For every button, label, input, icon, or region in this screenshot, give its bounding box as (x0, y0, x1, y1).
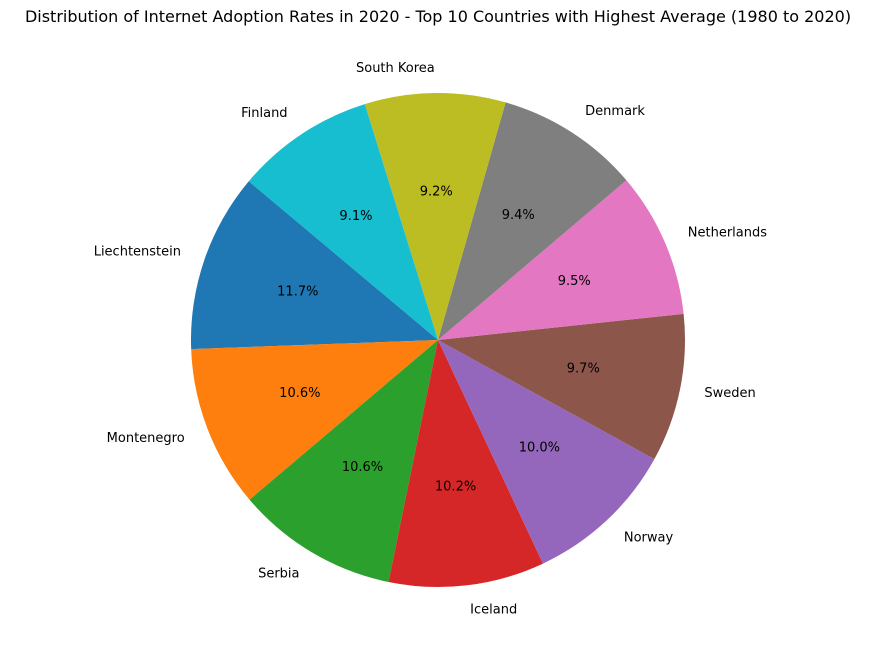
pie-slice-iceland (388, 340, 544, 587)
category-label-finland: Finland (241, 106, 287, 121)
pie-slice-south-korea (364, 93, 506, 340)
pct-label-netherlands: 9.5% (558, 274, 591, 289)
pie-slice-netherlands (438, 180, 684, 340)
pie-slice-serbia (249, 340, 438, 582)
pct-label-montenegro: 10.6% (279, 386, 320, 401)
category-label-liechtenstein: Liechtenstein (94, 244, 181, 259)
category-label-netherlands: Netherlands (688, 226, 767, 241)
chart-title: Distribution of Internet Adoption Rates … (24, 7, 852, 26)
pct-label-sweden: 9.7% (567, 362, 600, 377)
pie-slice-liechtenstein (191, 181, 438, 350)
pct-label-iceland: 10.2% (435, 480, 476, 495)
pct-label-denmark: 9.4% (502, 208, 535, 223)
category-label-denmark: Denmark (585, 104, 645, 119)
pct-label-liechtenstein: 11.7% (277, 284, 318, 299)
pie-percent-labels: 11.7% 10.6% 10.6% 10.2% 10.0% 9.7% 9.5% 9.4% 9.2… (277, 184, 600, 494)
pie-slice-denmark (438, 102, 627, 340)
category-label-south-korea: South Korea (356, 61, 435, 76)
pie-slice-sweden (438, 313, 685, 460)
category-label-norway: Norway (624, 531, 674, 546)
pct-label-south-korea: 9.2% (420, 184, 453, 199)
category-label-sweden: Sweden (704, 386, 755, 401)
category-label-iceland: Iceland (470, 602, 517, 617)
pie-category-labels: Liechtenstein Montenegro Serbia Iceland Norw… (94, 61, 768, 617)
pie-slices (191, 93, 685, 587)
pct-label-serbia: 10.6% (342, 460, 383, 475)
pie-slice-montenegro (191, 340, 438, 500)
category-label-serbia: Serbia (258, 566, 299, 581)
pie-slice-norway (438, 340, 655, 564)
pct-label-finland: 9.1% (339, 209, 372, 224)
pct-label-norway: 10.0% (519, 441, 560, 456)
category-label-montenegro: Montenegro (107, 431, 185, 446)
pie-slice-finland (248, 104, 438, 340)
